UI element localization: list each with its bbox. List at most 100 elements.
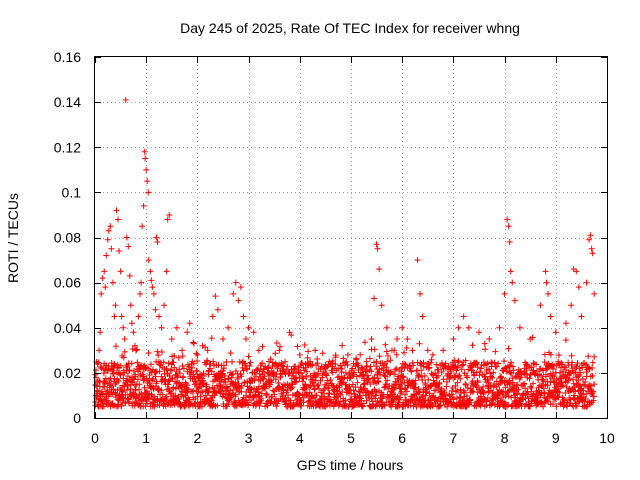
- data-point-band: [315, 370, 322, 377]
- x-tick-label: 10: [599, 430, 615, 446]
- data-point-band: [246, 362, 253, 369]
- data-point: [94, 360, 101, 367]
- data-point: [307, 358, 314, 365]
- data-point: [113, 207, 120, 214]
- data-point-band: [258, 390, 265, 397]
- data-point-band: [329, 382, 336, 389]
- data-point: [142, 155, 149, 162]
- data-point-band: [522, 394, 529, 401]
- data-point-band: [517, 374, 524, 381]
- data-point: [450, 336, 457, 343]
- data-point-band: [195, 374, 202, 381]
- data-point-band: [482, 346, 489, 353]
- data-point-band: [452, 374, 459, 380]
- data-point-band: [287, 397, 294, 404]
- data-point-band: [372, 392, 379, 399]
- data-point: [552, 329, 559, 336]
- data-point-band: [128, 360, 135, 367]
- data-point-band: [361, 380, 368, 387]
- data-point: [109, 279, 116, 286]
- data-point-band: [338, 365, 345, 372]
- data-point: [166, 211, 173, 218]
- data-point-band: [545, 398, 552, 405]
- data-point-band: [120, 354, 127, 361]
- data-point-band: [122, 391, 129, 398]
- data-point-band: [301, 341, 308, 348]
- data-point-band: [568, 352, 575, 359]
- data-point-band: [272, 350, 279, 357]
- data-point-band: [589, 365, 596, 372]
- data-point-band: [432, 394, 439, 401]
- data-point-band: [545, 363, 552, 370]
- data-point-band: [298, 369, 305, 376]
- data-point-band: [158, 348, 165, 355]
- data-point-band: [284, 363, 291, 370]
- data-point-band: [115, 377, 122, 384]
- data-point-band: [386, 393, 393, 400]
- data-point-band: [474, 364, 481, 371]
- data-point-band: [582, 378, 589, 385]
- data-point: [516, 324, 523, 331]
- data-point-band: [419, 376, 426, 383]
- x-tick-label: 2: [194, 430, 202, 446]
- data-point-band: [401, 360, 408, 367]
- data-point-band: [306, 389, 313, 396]
- data-point-band: [208, 397, 215, 404]
- data-point-band: [580, 387, 587, 394]
- data-point: [112, 302, 119, 309]
- data-point-band: [117, 362, 124, 369]
- data-point: [108, 245, 115, 252]
- data-point-band: [398, 388, 405, 395]
- data-point-band: [303, 368, 310, 375]
- data-point-band: [172, 392, 179, 399]
- data-point-band: [358, 364, 365, 371]
- data-point-band: [256, 370, 263, 377]
- data-point-band: [463, 381, 470, 388]
- data-point: [588, 245, 595, 252]
- data-point-band: [396, 394, 403, 401]
- gridlines: [95, 57, 607, 418]
- data-point-band: [537, 392, 544, 399]
- data-point-band: [418, 367, 425, 374]
- data-point: [179, 347, 186, 354]
- data-point-band: [277, 343, 284, 350]
- data-point-band: [110, 370, 117, 377]
- data-point-band: [272, 376, 279, 383]
- data-point-band: [555, 360, 562, 367]
- data-point-band: [286, 400, 293, 407]
- data-point-band: [480, 383, 487, 390]
- data-point-band: [549, 400, 556, 407]
- data-point: [117, 268, 124, 275]
- data-point-band: [528, 384, 535, 391]
- data-point-band: [176, 370, 183, 377]
- data-point: [545, 290, 552, 297]
- data-point-band: [355, 401, 362, 408]
- data-point-band: [344, 361, 351, 368]
- data-point-band: [124, 373, 131, 380]
- data-point-band: [121, 348, 128, 355]
- data-point-band: [307, 372, 314, 379]
- data-point-band: [117, 370, 124, 377]
- data-point-band: [149, 377, 156, 384]
- plot-frame: [94, 56, 608, 419]
- data-point: [507, 268, 514, 275]
- data-point-band: [317, 377, 324, 384]
- data-point-band: [421, 372, 428, 379]
- data-point-band: [240, 367, 247, 374]
- data-point-band: [453, 367, 460, 374]
- data-point-band: [259, 343, 266, 350]
- data-point-band: [299, 378, 306, 385]
- data-point-band: [275, 380, 282, 387]
- data-point-band: [282, 358, 289, 365]
- data-point-band: [329, 369, 336, 376]
- data-point-band: [515, 386, 522, 393]
- data-point-band: [528, 400, 535, 407]
- data-point-band: [577, 387, 584, 394]
- data-point-band: [590, 397, 597, 404]
- data-point-band: [463, 393, 470, 400]
- data-point-band: [141, 384, 148, 391]
- data-point-band: [376, 353, 383, 360]
- data-point: [163, 268, 170, 275]
- data-point-band: [305, 393, 312, 400]
